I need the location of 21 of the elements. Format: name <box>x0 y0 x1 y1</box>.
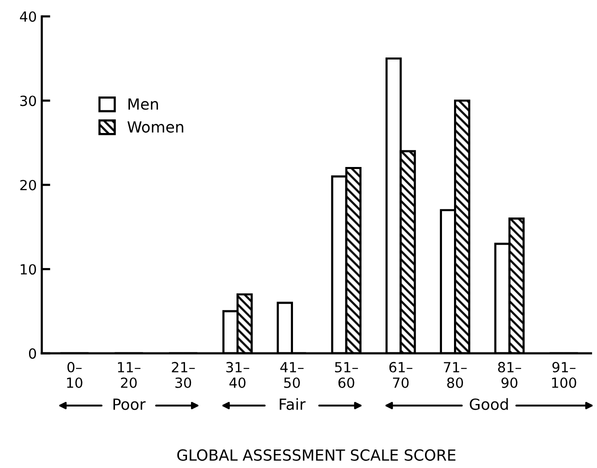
x-tick-label: 31– 40 <box>226 362 250 388</box>
x-tick-label: 81– 90 <box>498 362 522 388</box>
x-tick-label: 0– 10 <box>67 362 82 388</box>
y-tick-label: 0 <box>29 348 36 359</box>
y-tick-label: 30 <box>20 96 36 106</box>
x-tick-label: 71– 80 <box>444 362 467 388</box>
x-tick-label: 41– 50 <box>280 362 304 388</box>
text: Good <box>470 398 508 410</box>
x-axis-title: GLOBAL ASSESSMENT SCALE SCORE <box>177 449 456 461</box>
x-tick-label: 21– 30 <box>172 362 195 388</box>
text: Poor <box>113 398 146 410</box>
text: Fair <box>280 398 306 410</box>
x-tick-label: 11– 20 <box>118 362 140 388</box>
x-tick-label: 51– 60 <box>335 362 358 388</box>
x-tick-label: 61– 70 <box>389 362 412 388</box>
y-tick-label: 20 <box>20 180 36 190</box>
y-tick-label: 10 <box>20 264 36 275</box>
y-tick-label: 40 <box>20 11 36 22</box>
x-tick-label: 91– 100 <box>552 362 576 388</box>
legend-label: Women <box>127 121 184 133</box>
legend-label: Men <box>128 98 158 110</box>
